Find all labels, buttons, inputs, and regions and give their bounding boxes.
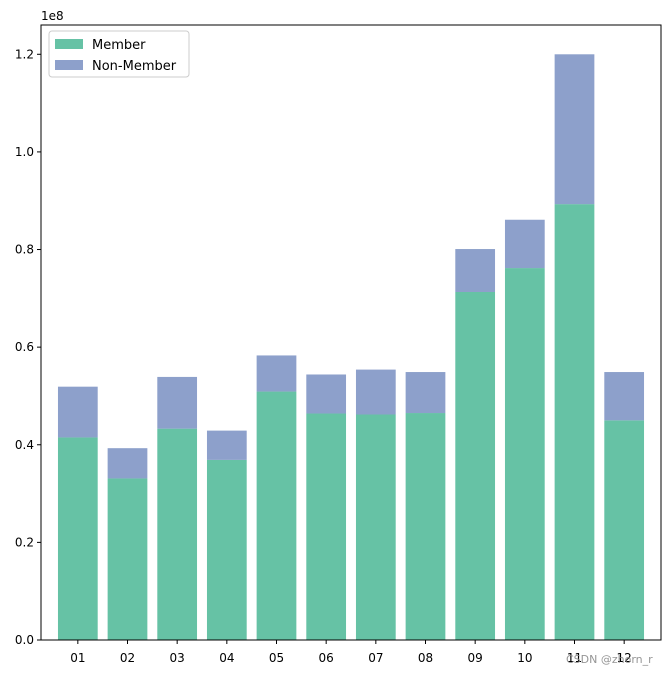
watermark: CSDN @zhorn_r <box>566 653 653 666</box>
bar-member-06 <box>306 413 347 640</box>
x-tick-label: 07 <box>368 651 383 665</box>
bar-non-member-07 <box>355 369 396 415</box>
bar-member-10 <box>504 268 545 640</box>
y-tick-label: 0.8 <box>15 243 34 257</box>
legend-swatch <box>55 60 83 70</box>
bar-member-08 <box>405 413 446 640</box>
x-tick-label: 04 <box>219 651 234 665</box>
bar-non-member-05 <box>256 355 297 392</box>
bar-member-03 <box>157 428 198 640</box>
bar-non-member-10 <box>504 219 545 269</box>
bar-non-member-11 <box>554 54 595 205</box>
bar-member-11 <box>554 204 595 640</box>
legend: Member Non-Member <box>48 30 190 78</box>
x-tick-label: 01 <box>70 651 85 665</box>
x-tick-label: 02 <box>120 651 135 665</box>
y-tick-label: 0.0 <box>15 633 34 647</box>
legend-label: Member <box>92 38 146 53</box>
bar-non-member-08 <box>405 372 446 414</box>
bar-member-05 <box>256 391 297 640</box>
y-tick-label: 0.6 <box>15 340 34 354</box>
y-tick-label: 1.0 <box>15 145 34 159</box>
y-tick-label: 1.2 <box>15 47 34 61</box>
bar-non-member-09 <box>455 249 496 292</box>
y-offset-label: 1e8 <box>41 9 64 23</box>
x-tick-label: 09 <box>468 651 483 665</box>
bar-non-member-03 <box>157 376 198 429</box>
bar-non-member-12 <box>604 372 645 421</box>
x-tick-label: 12 <box>617 651 632 665</box>
bar-member-04 <box>206 459 247 640</box>
x-tick-label: 06 <box>319 651 334 665</box>
y-tick-label: 0.4 <box>15 438 34 452</box>
x-tick-label: 05 <box>269 651 284 665</box>
bar-member-02 <box>107 478 148 640</box>
x-tick-label: 11 <box>567 651 582 665</box>
bars-group <box>57 54 645 640</box>
bar-member-01 <box>57 437 98 640</box>
x-tick-label: 08 <box>418 651 433 665</box>
legend-label: Non-Member <box>92 59 177 74</box>
legend-swatch <box>55 39 83 49</box>
bar-non-member-01 <box>57 386 98 438</box>
bar-member-12 <box>604 420 645 640</box>
bar-member-07 <box>355 414 396 640</box>
x-tick-label: 03 <box>170 651 185 665</box>
bar-non-member-02 <box>107 448 148 479</box>
legend-box <box>48 30 190 78</box>
axes-group: 0.0 0.2 0.4 0.6 0.8 1.0 1.2 01 02 03 04 05 06 07 08 09 1… <box>15 24 662 665</box>
x-tick-label: 10 <box>517 651 532 665</box>
bar-non-member-04 <box>206 430 247 460</box>
axes-frame <box>40 24 662 641</box>
bar-non-member-06 <box>306 374 347 414</box>
y-tick-label: 0.2 <box>15 535 34 549</box>
bar-member-09 <box>455 291 496 640</box>
